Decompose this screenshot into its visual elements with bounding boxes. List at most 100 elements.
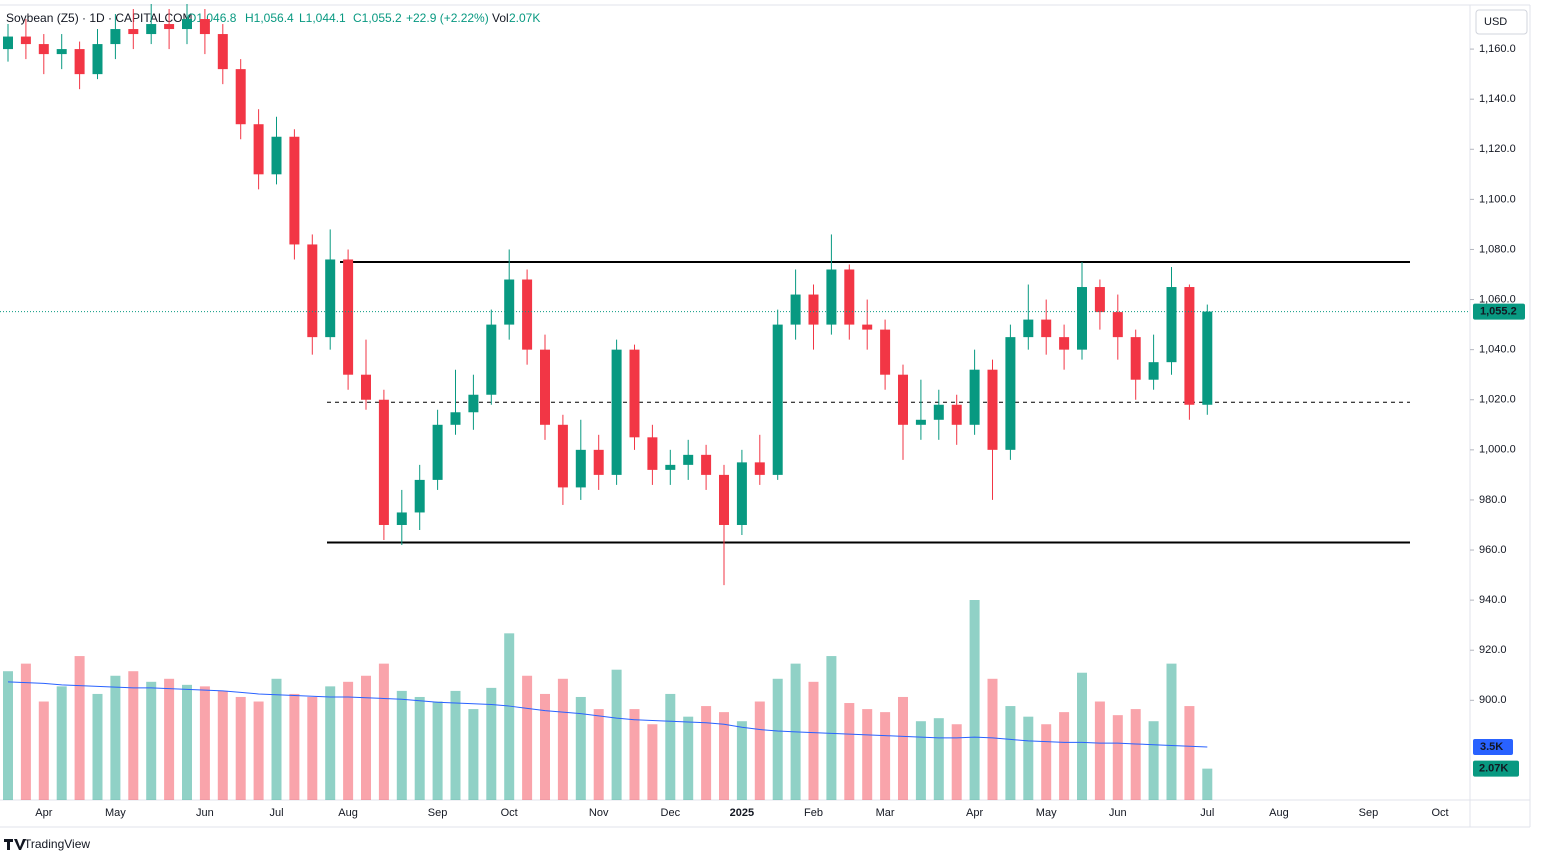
- volume-bar: [504, 633, 515, 800]
- candle-body: [593, 449, 604, 475]
- candle-body: [146, 24, 157, 35]
- currency-box[interactable]: [1475, 9, 1528, 35]
- candle-body: [862, 324, 873, 330]
- volume-ma-line: [7, 681, 1208, 748]
- candle-body: [540, 349, 550, 425]
- candle-body: [74, 49, 85, 75]
- candle-body: [611, 349, 622, 475]
- x-tick-label: Oct: [1431, 807, 1448, 819]
- volume-bar: [1077, 672, 1087, 800]
- high-value: H1,056.4: [245, 11, 294, 25]
- volume-bar: [110, 675, 121, 800]
- volume-bar: [307, 696, 318, 800]
- candle-body: [504, 279, 515, 325]
- volume-bar: [199, 686, 210, 800]
- volume-bar: [575, 696, 586, 800]
- candle-body: [933, 404, 944, 420]
- volume-bar: [3, 671, 13, 800]
- volume-bar: [486, 687, 497, 800]
- candle-body: [1166, 287, 1177, 363]
- candle-body: [325, 259, 336, 338]
- x-tick-label: Sep: [1359, 807, 1379, 819]
- candle-body: [3, 36, 13, 50]
- candle-body: [289, 136, 300, 245]
- candle-body: [1094, 287, 1105, 313]
- open-value: O1,046.8: [187, 11, 237, 25]
- candle-body: [235, 69, 246, 125]
- y-tick-label: 1,140.0: [1479, 93, 1516, 105]
- x-tick-label: Oct: [501, 807, 518, 819]
- volume-bar: [1130, 709, 1141, 800]
- volume-ma-box: [1473, 738, 1513, 755]
- volume-value: 2.07K: [509, 11, 540, 25]
- candle-body: [128, 29, 139, 35]
- candle-body: [522, 279, 533, 350]
- x-tick-label: 2025: [730, 807, 754, 819]
- volume-bar: [182, 684, 192, 800]
- volume-bar: [826, 656, 837, 800]
- volume-bar: [1166, 663, 1177, 800]
- candle-body: [808, 294, 819, 325]
- volume-bar: [146, 681, 157, 800]
- candle-body: [468, 394, 479, 413]
- candle-body: [987, 369, 998, 450]
- volume-bar: [343, 681, 354, 800]
- candle-body: [951, 404, 962, 425]
- candle-body: [701, 454, 712, 475]
- candle-body: [898, 374, 908, 425]
- candle-body: [1130, 337, 1141, 380]
- candle-body: [20, 36, 31, 45]
- candle-body: [343, 259, 354, 375]
- x-tick-label: Mar: [876, 807, 895, 819]
- candle-body: [361, 374, 371, 400]
- volume-bar: [647, 724, 658, 800]
- candle-body: [736, 462, 747, 525]
- volume-bar: [253, 701, 264, 800]
- volume-bar: [933, 718, 944, 800]
- volume-bar: [557, 678, 568, 800]
- volume-bar: [522, 675, 533, 800]
- volume-bar: [1184, 706, 1195, 800]
- volume-label: 2.07K: [1479, 763, 1508, 775]
- candle-body: [253, 124, 264, 175]
- volume-bar: [1148, 721, 1159, 800]
- candle-body: [1059, 337, 1070, 350]
- volume-bar: [361, 675, 371, 800]
- change-value: +22.9 (+2.22%): [406, 11, 489, 25]
- low-value: L1,044.1: [299, 11, 346, 25]
- candle-body: [307, 244, 318, 338]
- x-tick-label: Aug: [338, 807, 358, 819]
- volume-bar: [915, 721, 926, 800]
- y-tick-label: 1,120.0: [1479, 143, 1516, 155]
- volume-box: [1473, 760, 1519, 777]
- candle-body: [217, 34, 228, 70]
- x-tick-label: Feb: [804, 807, 823, 819]
- last-price-box: [1473, 303, 1525, 320]
- candle-body: [880, 329, 891, 375]
- x-tick-label: Jun: [1109, 807, 1127, 819]
- volume-bar: [898, 696, 908, 800]
- x-tick-label: Jul: [269, 807, 283, 819]
- volume-bar: [1023, 716, 1034, 800]
- candle-body: [1005, 337, 1016, 450]
- candle-body: [719, 474, 729, 525]
- volume-bar: [969, 600, 980, 800]
- volume-bar: [1202, 768, 1213, 800]
- volume-bar: [1041, 724, 1052, 800]
- brand-logo: [4, 839, 26, 850]
- volume-bar: [1112, 715, 1123, 800]
- volume-bar: [432, 701, 443, 800]
- volume-bar: [164, 678, 175, 800]
- x-tick-label: Jun: [196, 807, 214, 819]
- volume-bar: [325, 686, 336, 800]
- volume-bar: [683, 716, 694, 800]
- volume-bar: [629, 709, 640, 800]
- x-tick-label: Sep: [428, 807, 448, 819]
- candle-body: [38, 44, 49, 55]
- candle-body: [629, 349, 640, 438]
- candle-body: [56, 49, 67, 55]
- volume-ma-label: 3.5K: [1480, 741, 1503, 753]
- candle-body: [396, 512, 407, 525]
- candle-body: [844, 269, 855, 325]
